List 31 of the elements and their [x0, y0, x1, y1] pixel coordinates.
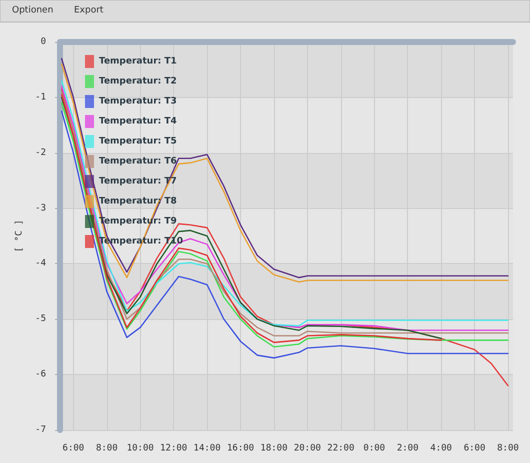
- y-tick-label: -6: [35, 370, 46, 380]
- x-tick-label: 2:00: [396, 444, 419, 454]
- x-tick-label: 10:00: [126, 444, 154, 454]
- y-axis-title: [ °C ]: [14, 220, 24, 252]
- text: Export: [74, 6, 104, 16]
- x-tick-label: 0:00: [363, 444, 386, 454]
- y-tick-label: -3: [35, 203, 46, 214]
- x-tick-label: 20:00: [294, 444, 321, 454]
- x-tick-label: 12:00: [160, 444, 188, 454]
- x-tick-label: 18:00: [260, 444, 288, 454]
- x-tick-label: 4:00: [430, 444, 452, 454]
- text: Optionen: [12, 6, 54, 16]
- y-tick-label: 0: [40, 37, 46, 47]
- y-tick-label: -2: [35, 148, 46, 158]
- y-tick-label: -4: [35, 258, 46, 269]
- x-tick-label: 6:00: [464, 444, 486, 454]
- y-tick-label: -1: [35, 92, 46, 102]
- y-tick-label: -7: [35, 425, 46, 435]
- x-tick-label: 16:00: [226, 444, 254, 454]
- legend-label: Temperatur: T3: [99, 96, 177, 106]
- legend-label: Temperatur: T6: [99, 156, 177, 166]
- x-tick-label: 14:00: [194, 444, 221, 454]
- x-tick-label: 8:00: [497, 444, 519, 454]
- legend-label: Temperatur: T1: [99, 56, 177, 66]
- legend-label: Temperatur: T4: [99, 116, 177, 126]
- y-tick-label: -5: [35, 314, 46, 324]
- legend-label: Temperatur: T5: [99, 136, 177, 146]
- legend-label: Temperatur: T2: [99, 76, 177, 86]
- x-tick-label: 22:00: [327, 444, 354, 454]
- x-tick-label: 8:00: [96, 444, 118, 454]
- x-tick-label: 6:00: [62, 444, 84, 454]
